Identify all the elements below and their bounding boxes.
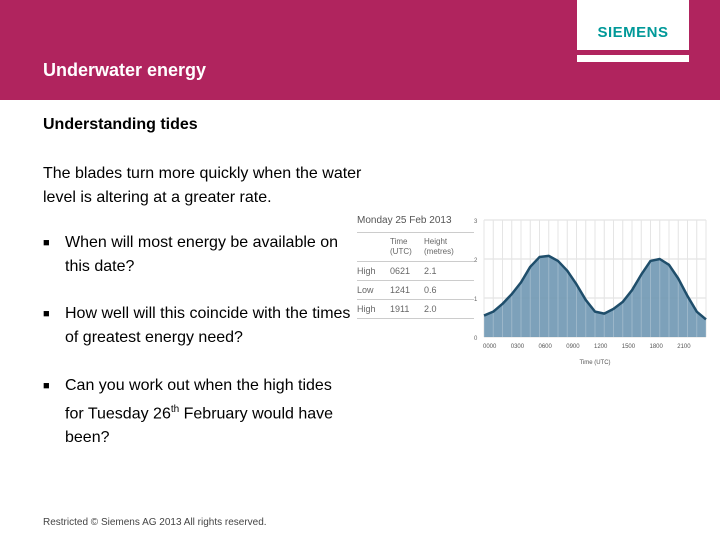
table-date: Monday 25 Feb 2013 (357, 215, 474, 233)
table-header: Time (UTC) Height (metres) (357, 233, 474, 262)
x-tick-label: 0600 (539, 344, 553, 350)
col-height: Height (metres) (424, 237, 454, 256)
bullet-text: How well will this coincide with the tim… (65, 305, 351, 346)
tide-area (484, 255, 706, 337)
col-time: Time (UTC) (390, 237, 412, 256)
bullet-text: Can you work out when the high tides for… (65, 377, 332, 423)
bullet-2: ■ How well will this coincide with the ti… (43, 302, 353, 350)
bullet-marker: ■ (43, 380, 50, 392)
y-tick-label: 0 (474, 336, 478, 342)
tide-chart: 0 1 2 3 0000 0300 0600 0900 1200 1500 1800 2100 Time… (474, 219, 707, 366)
y-tick-label: 2 (474, 258, 478, 264)
x-tick-label: 1500 (622, 344, 636, 350)
footer: Restricted © Siemens AG 2013 All rights … (43, 517, 267, 528)
bullet-3: ■ Can you work out when the high tides fo… (43, 374, 343, 450)
table-row: High 0621 2.1 (357, 262, 474, 281)
bullet-text: When will most energy be available on th… (65, 234, 339, 275)
y-tick-label: 1 (474, 297, 478, 303)
slide-title: Underwater energy (43, 60, 207, 80)
tide-table: Monday 25 Feb 2013 Time (UTC) Height (met… (357, 215, 474, 319)
x-tick-label: 2100 (677, 344, 691, 350)
superscript: th (170, 404, 180, 415)
x-tick-label: 0000 (483, 344, 497, 350)
x-tick-label: 1800 (650, 344, 664, 350)
bullet-1: ■ When will most energy be available on t… (43, 231, 353, 279)
bullet-marker: ■ (43, 237, 50, 249)
y-tick-label: 3 (474, 219, 478, 225)
logo-strip (577, 55, 689, 62)
x-tick-label: 0900 (566, 344, 580, 350)
slide-subtitle: Understanding tides (43, 116, 198, 133)
table-row: Low 1241 0.6 (357, 281, 474, 300)
x-tick-label: 1200 (594, 344, 608, 350)
bullet-marker: ■ (43, 308, 50, 320)
x-axis-label: Time (UTC) (579, 360, 610, 366)
table-row: High 1911 2.0 (357, 300, 474, 319)
logo-text: SIEMENS (597, 23, 669, 41)
siemens-logo: SIEMENS (577, 0, 689, 50)
bullet-text: February would have been? (65, 405, 334, 447)
x-tick-label: 0300 (511, 344, 525, 350)
intro-text: The blades turn more quickly when the wa… (43, 165, 362, 206)
